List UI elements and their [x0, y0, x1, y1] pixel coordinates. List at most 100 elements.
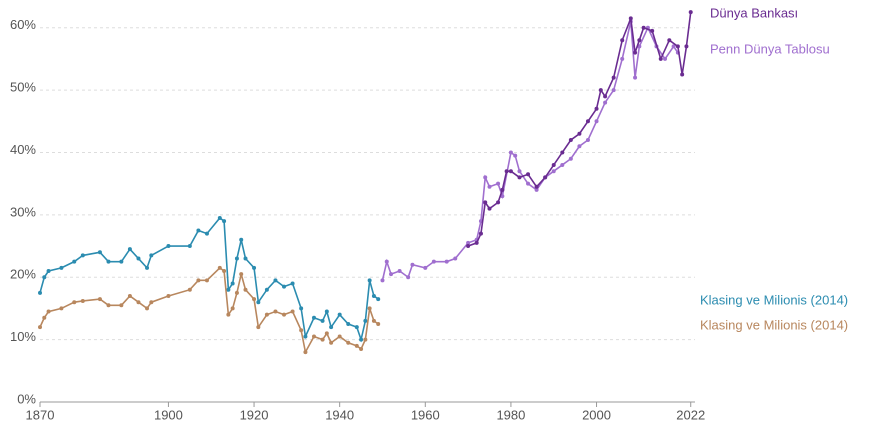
data-point — [526, 181, 531, 186]
data-point — [311, 315, 316, 320]
data-point — [222, 269, 227, 273]
data-point — [603, 100, 608, 105]
data-point — [264, 287, 269, 292]
data-point — [560, 162, 565, 167]
data-point — [371, 293, 376, 298]
data-point — [508, 150, 513, 155]
data-point — [496, 200, 501, 205]
data-point — [59, 306, 64, 311]
data-point — [97, 250, 102, 255]
data-point — [354, 325, 359, 330]
data-point — [551, 162, 556, 167]
data-point — [243, 256, 248, 261]
data-point — [671, 44, 676, 49]
data-point — [149, 300, 154, 305]
data-point — [252, 297, 257, 302]
data-point — [204, 231, 209, 236]
legend-label: Klasing ve Milionis (2014) — [700, 292, 848, 307]
data-point — [346, 322, 351, 327]
data-point — [80, 298, 85, 303]
y-tick-label: 10% — [10, 329, 36, 344]
data-point — [650, 28, 655, 33]
data-point — [204, 278, 209, 283]
data-point — [633, 50, 638, 55]
data-point — [359, 337, 364, 342]
data-point — [397, 269, 402, 273]
data-point — [217, 215, 222, 220]
data-point — [367, 278, 372, 283]
data-point — [149, 253, 154, 258]
data-point — [239, 237, 244, 242]
data-point — [97, 297, 102, 302]
x-tick-label: 1920 — [240, 407, 269, 422]
data-point — [230, 281, 235, 286]
data-point — [320, 337, 325, 342]
legend-label: Klasing ve Milionis (2014) — [700, 317, 848, 332]
data-point — [264, 312, 269, 317]
data-point — [363, 337, 368, 342]
data-point — [346, 340, 351, 345]
data-point — [585, 138, 590, 142]
data-point — [376, 322, 381, 327]
data-point — [256, 300, 261, 305]
data-point — [406, 275, 411, 280]
data-point — [324, 309, 329, 314]
data-point — [594, 119, 599, 124]
data-point — [637, 38, 642, 43]
series-line — [381, 21, 679, 281]
data-point — [145, 265, 150, 270]
data-point — [688, 10, 693, 15]
data-point — [282, 284, 287, 289]
data-point — [320, 318, 325, 323]
x-tick-label: 1870 — [26, 407, 55, 422]
data-point — [106, 259, 111, 264]
data-point — [329, 325, 334, 330]
data-point — [628, 16, 633, 21]
data-point — [234, 256, 239, 261]
data-point — [367, 306, 372, 311]
data-point — [633, 75, 638, 80]
data-point — [611, 75, 616, 80]
data-point — [603, 94, 608, 99]
data-point — [500, 187, 505, 192]
x-tick-label: 1980 — [496, 407, 525, 422]
data-point — [226, 287, 231, 292]
data-point — [329, 340, 334, 345]
data-point — [658, 56, 663, 61]
data-point — [273, 278, 278, 283]
data-point — [196, 228, 201, 233]
data-point — [611, 88, 616, 93]
data-point — [680, 72, 685, 77]
data-point — [667, 38, 672, 43]
data-point — [423, 265, 428, 270]
data-point — [136, 256, 141, 261]
data-point — [119, 303, 124, 308]
data-point — [46, 269, 51, 273]
data-point — [577, 144, 582, 149]
data-point — [311, 334, 316, 339]
data-point — [303, 350, 308, 355]
data-point — [290, 281, 295, 286]
x-tick-label: 2000 — [582, 407, 611, 422]
x-tick-label: 1940 — [325, 407, 354, 422]
data-point — [127, 293, 132, 298]
data-point — [389, 272, 394, 277]
series-line — [39, 216, 379, 343]
data-point — [513, 153, 518, 158]
data-point — [299, 328, 304, 333]
data-point — [166, 244, 171, 249]
data-point — [72, 259, 77, 264]
data-point — [496, 181, 501, 186]
series-line — [467, 12, 692, 247]
data-point — [376, 297, 381, 302]
data-point — [487, 206, 492, 211]
data-point — [380, 278, 385, 283]
data-point — [517, 175, 522, 180]
data-point — [59, 265, 64, 270]
data-point — [363, 318, 368, 323]
data-point — [534, 184, 539, 189]
data-point — [42, 315, 47, 320]
data-point — [127, 247, 132, 252]
data-point — [560, 150, 565, 155]
